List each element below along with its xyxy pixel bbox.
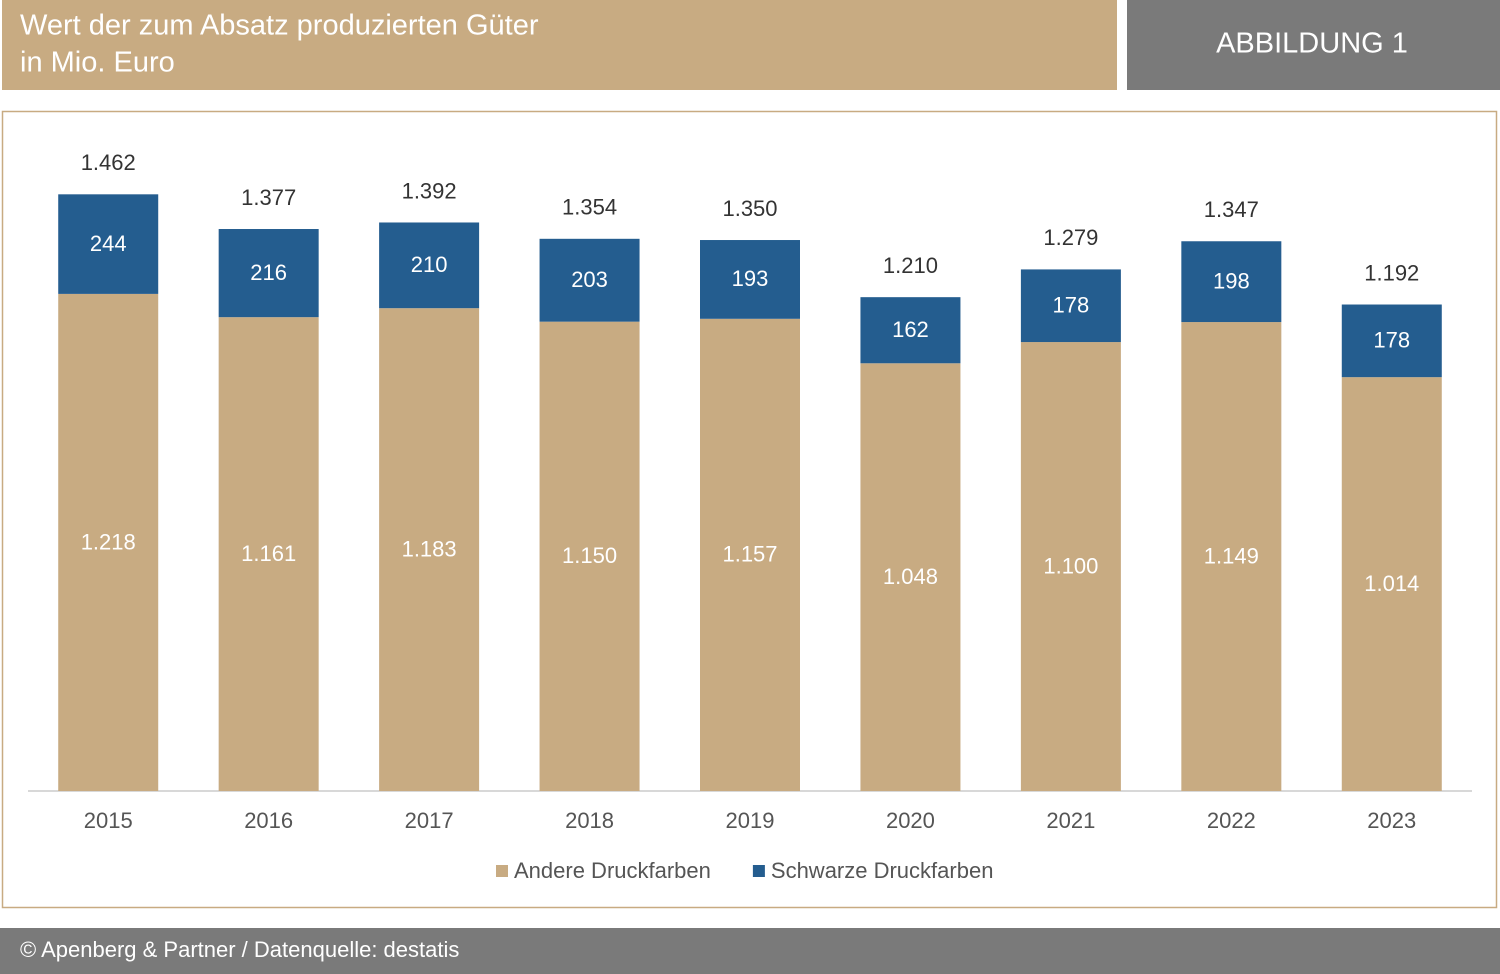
footer: © Apenberg & Partner / Datenquelle: dest… [20, 937, 459, 962]
total-label: 1.210 [883, 253, 938, 278]
badge-box [1127, 0, 1500, 90]
data-label: 193 [732, 266, 769, 291]
bar-segment [860, 297, 961, 364]
x-tick-label: 2022 [1207, 808, 1256, 833]
bar-segment [1341, 377, 1442, 791]
total-label: 1.350 [722, 196, 777, 221]
total-label: 1.192 [1364, 260, 1419, 285]
data-label: 1.149 [1204, 543, 1259, 568]
total-label: 1.377 [241, 185, 296, 210]
header-box [2, 0, 1117, 90]
total-label: 1.347 [1204, 197, 1259, 222]
bar-segment [700, 240, 800, 319]
x-tick-label: 2021 [1046, 808, 1095, 833]
badge: ABBILDUNG 1 [1216, 28, 1408, 60]
footer-box [0, 928, 1500, 974]
x-tick-label: 2018 [565, 808, 614, 833]
data-label: 1.100 [1043, 553, 1098, 578]
data-label: 203 [571, 267, 608, 292]
data-label: 244 [90, 231, 127, 256]
data-label: 1.218 [81, 529, 136, 554]
data-label: 210 [411, 252, 448, 277]
bar-segment [379, 222, 480, 309]
data-label: 1.014 [1364, 571, 1419, 596]
legend-swatch [496, 865, 508, 877]
data-label: 162 [892, 317, 929, 342]
bar-segment [379, 308, 480, 791]
data-label: 1.161 [241, 541, 296, 566]
data-label: 1.183 [402, 536, 457, 561]
x-tick-label: 2015 [84, 808, 133, 833]
data-label: 1.150 [562, 543, 617, 568]
bar-segment [58, 293, 159, 791]
bar-segment [1181, 241, 1282, 323]
bar-segment [218, 229, 319, 318]
data-label: 178 [1373, 328, 1410, 353]
x-tick-label: 2017 [405, 808, 454, 833]
data-label: 1.048 [883, 564, 938, 589]
data-label: 216 [250, 260, 287, 285]
bar-segment [1020, 342, 1121, 791]
legend-label: Andere Druckfarben [514, 858, 711, 883]
data-label: 1.157 [722, 542, 777, 567]
bar-segment [218, 317, 319, 791]
legend-label: Schwarze Druckfarben [771, 858, 994, 883]
x-tick-label: 2019 [726, 808, 775, 833]
x-tick-label: 2023 [1367, 808, 1416, 833]
total-label: 1.392 [402, 178, 457, 203]
bar-segment [58, 194, 159, 294]
bar-segment [700, 318, 800, 791]
chart-frame [1, 110, 1498, 909]
x-tick-label: 2020 [886, 808, 935, 833]
x-tick-label: 2016 [244, 808, 293, 833]
data-label: 198 [1213, 268, 1250, 293]
bar-segment [1181, 322, 1282, 791]
total-label: 1.279 [1043, 225, 1098, 250]
total-label: 1.354 [562, 195, 617, 220]
chart-title: Wert der zum Absatz produzierten Güter [20, 10, 539, 42]
chart-subtitle: in Mio. Euro [20, 47, 175, 79]
total-label: 1.462 [81, 150, 136, 175]
bar-segment [539, 238, 640, 322]
bar-segment [1020, 269, 1121, 343]
data-label: 178 [1053, 293, 1090, 318]
legend: Andere Druckfarben Schwarze Druckfarben [496, 858, 993, 883]
bar-segment [1341, 304, 1442, 378]
bar-segment [860, 363, 961, 791]
legend-swatch [752, 865, 765, 877]
bar-segment [539, 321, 640, 791]
